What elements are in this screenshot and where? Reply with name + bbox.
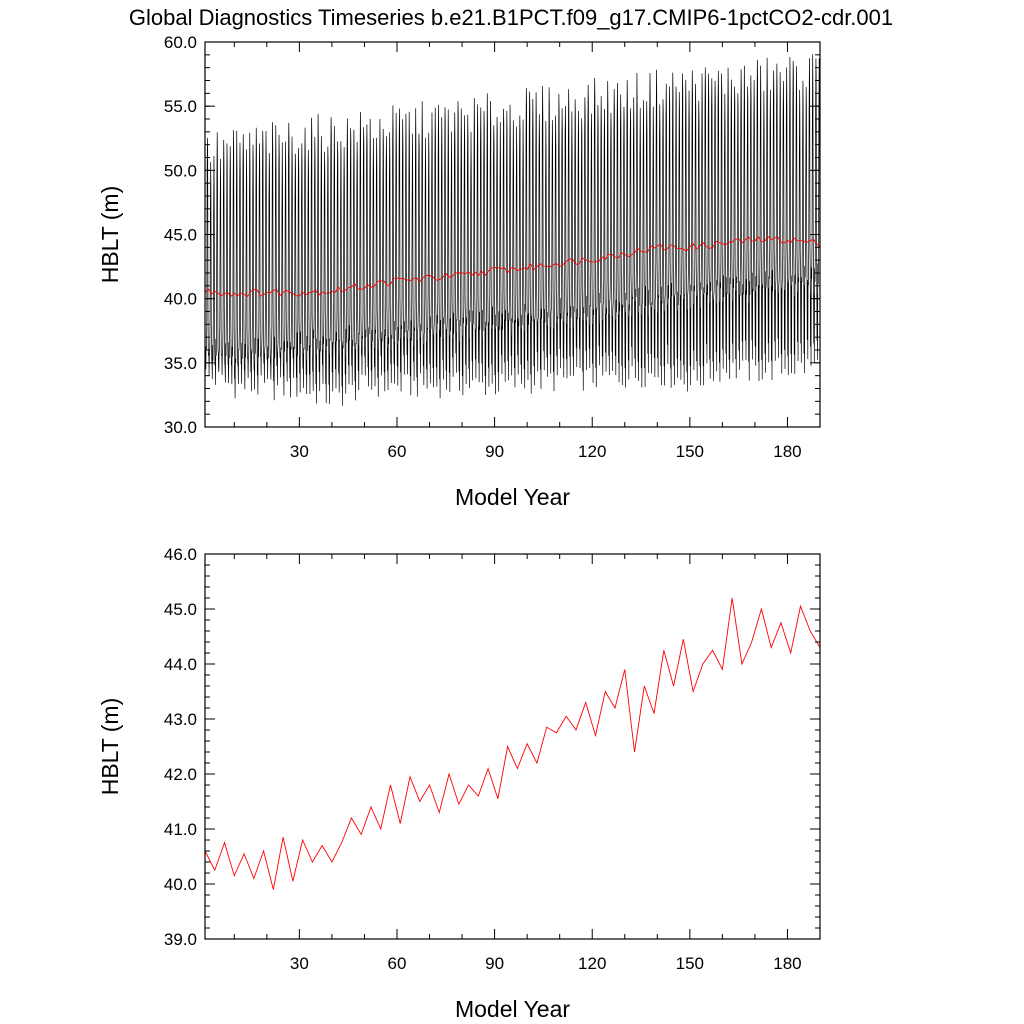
plot-frame bbox=[204, 553, 821, 940]
x-tick-label: 150 bbox=[676, 442, 704, 461]
y-axis-label: HBLT (m) bbox=[97, 698, 123, 796]
y-tick-label: 35.0 bbox=[164, 354, 197, 373]
y-tick-label: 50.0 bbox=[164, 161, 197, 180]
x-axis-label: Model Year bbox=[455, 996, 570, 1022]
y-tick-label: 46.0 bbox=[164, 545, 197, 564]
x-tick-label: 150 bbox=[676, 954, 704, 973]
x-tick-label: 120 bbox=[578, 954, 606, 973]
y-tick-label: 43.0 bbox=[164, 710, 197, 729]
x-tick-label: 60 bbox=[388, 442, 407, 461]
y-tick-label: 44.0 bbox=[164, 655, 197, 674]
y-tick-label: 42.0 bbox=[164, 765, 197, 784]
monthly-series-line bbox=[204, 54, 821, 406]
y-tick-label: 55.0 bbox=[164, 97, 197, 116]
x-tick-label: 90 bbox=[485, 442, 504, 461]
y-tick-label: 40.0 bbox=[164, 290, 197, 309]
y-tick-label: 41.0 bbox=[164, 820, 197, 839]
x-tick-label: 180 bbox=[773, 954, 801, 973]
x-tick-label: 120 bbox=[578, 442, 606, 461]
bottom-panel: 30 60 90 120 150 180 39.0 40.0 41.0 42.0 43.0 44.0 4… bbox=[97, 545, 821, 1022]
y-tick-label: 45.0 bbox=[164, 600, 197, 619]
x-axis-label: Model Year bbox=[455, 484, 570, 510]
x-tick-label: 180 bbox=[773, 442, 801, 461]
y-tick-label: 60.0 bbox=[164, 33, 197, 52]
y-tick-label: 30.0 bbox=[164, 418, 197, 437]
top-panel: 30 60 90 120 150 180 30.0 35.0 40.0 45.0 50.0 55.0 6… bbox=[97, 33, 821, 510]
chart-title: Global Diagnostics Timeseries b.e21.B1PC… bbox=[129, 5, 893, 30]
annual-mean-series-line bbox=[204, 597, 821, 890]
x-tick-label: 30 bbox=[290, 954, 309, 973]
annual-mean-series-line bbox=[204, 235, 821, 298]
x-tick-label: 60 bbox=[388, 954, 407, 973]
x-tick-label: 90 bbox=[485, 954, 504, 973]
y-tick-label: 39.0 bbox=[164, 930, 197, 949]
y-tick-label: 40.0 bbox=[164, 875, 197, 894]
x-tick-label: 30 bbox=[290, 442, 309, 461]
y-axis-label: HBLT (m) bbox=[97, 186, 123, 284]
y-tick-label: 45.0 bbox=[164, 226, 197, 245]
